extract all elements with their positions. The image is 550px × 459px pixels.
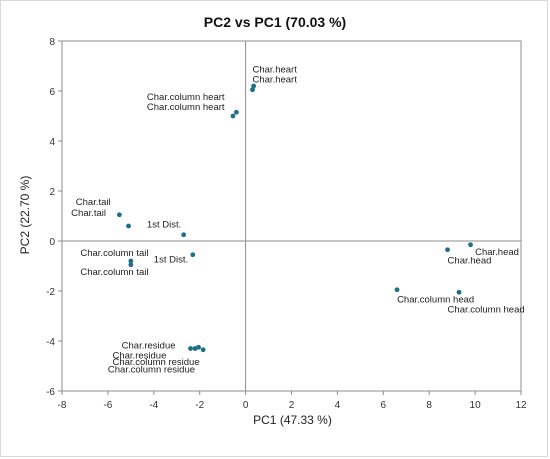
point-label: Char.column tail xyxy=(80,248,148,259)
y-tick-label: 8 xyxy=(49,37,55,48)
data-point xyxy=(181,232,187,238)
point-label: Char.residue xyxy=(122,341,176,352)
point-label: Char.heart xyxy=(252,64,297,75)
point-label: Char.column tail xyxy=(80,267,148,278)
data-point xyxy=(230,113,236,119)
data-point xyxy=(190,252,196,258)
point-label: Char.column head xyxy=(448,304,525,315)
data-point xyxy=(116,212,122,218)
point-label: Char.heart xyxy=(252,74,297,85)
chart-title: PC2 vs PC1 (70.03 %) xyxy=(203,14,347,30)
x-tick-label: -2 xyxy=(195,400,204,411)
data-point xyxy=(250,87,255,93)
y-tick-label: -6 xyxy=(46,387,55,398)
x-tick-label: 4 xyxy=(335,400,341,411)
x-tick-label: 10 xyxy=(470,400,482,411)
data-point xyxy=(468,242,473,248)
data-point xyxy=(456,289,462,295)
data-point xyxy=(234,109,239,115)
point-label: Char.column residue xyxy=(112,357,199,368)
x-tick-label: -4 xyxy=(149,400,158,411)
point-label: Char.tail xyxy=(76,197,111,208)
y-tick-label: 4 xyxy=(49,137,55,148)
y-tick-label: 0 xyxy=(49,237,55,248)
point-label: Char.column residue xyxy=(108,364,195,375)
y-tick-label: -2 xyxy=(46,287,55,298)
data-point xyxy=(200,347,206,353)
y-tick-label: -4 xyxy=(46,337,55,348)
x-tick-label: 2 xyxy=(289,400,295,411)
x-tick-label: -6 xyxy=(103,400,112,411)
point-label: Char.residue xyxy=(112,351,166,362)
point-label: Char.column heart xyxy=(147,102,225,113)
plot-area-border xyxy=(61,40,522,392)
point-label: Char.tail xyxy=(71,208,106,219)
x-tick-label: 6 xyxy=(381,400,387,411)
x-tick-label: 8 xyxy=(426,400,432,411)
x-tick-label: -8 xyxy=(58,400,67,411)
point-label: Char.head xyxy=(448,256,492,267)
data-point xyxy=(128,262,134,268)
x-axis-label: PC1 (47.33 %) xyxy=(253,413,332,427)
point-label: Char.head xyxy=(475,247,519,258)
point-label: 1st Dist. xyxy=(147,219,181,230)
data-point xyxy=(126,223,131,229)
point-label: 1st Dist. xyxy=(154,254,188,265)
data-point xyxy=(128,258,134,264)
data-point xyxy=(394,287,400,293)
data-point xyxy=(188,346,193,351)
y-tick-label: 2 xyxy=(49,187,55,198)
data-point xyxy=(196,344,201,350)
y-tick-label: 6 xyxy=(49,87,55,98)
point-label: Char.column heart xyxy=(147,92,225,103)
data-point xyxy=(445,247,450,253)
x-tick-label: 12 xyxy=(515,400,527,411)
point-label: Char.column head xyxy=(397,294,474,305)
x-tick-label: 0 xyxy=(243,400,249,411)
data-point xyxy=(251,83,257,89)
